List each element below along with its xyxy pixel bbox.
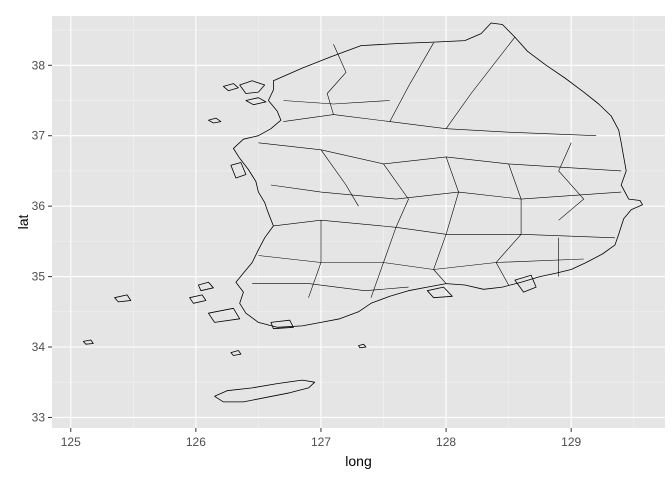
outline-geomun bbox=[358, 343, 367, 349]
region-boundary bbox=[273, 219, 616, 239]
outline-anmyeon bbox=[230, 162, 247, 179]
region-boundary bbox=[433, 234, 447, 284]
x-tick-label: 128 bbox=[436, 435, 456, 449]
y-axis-title: lat bbox=[15, 215, 31, 230]
outline-mainland bbox=[232, 22, 643, 328]
outline-deokjeok bbox=[207, 117, 222, 124]
y-tick-label: 38 bbox=[32, 58, 46, 72]
region-boundary bbox=[389, 42, 434, 122]
region-boundary bbox=[445, 156, 459, 235]
y-tick-label: 34 bbox=[32, 340, 46, 354]
region-boundary bbox=[558, 142, 585, 221]
region-boundary bbox=[495, 234, 522, 286]
y-axis-ticks: 33 34 35 36 37 38 bbox=[32, 58, 52, 424]
x-tick-label: 127 bbox=[311, 435, 331, 449]
outline-gageo bbox=[82, 339, 94, 345]
region-boundary bbox=[383, 163, 409, 228]
outline-jindo bbox=[207, 307, 241, 323]
outline-geoje bbox=[514, 274, 537, 293]
region-boundary bbox=[258, 255, 584, 270]
y-tick-label: 35 bbox=[32, 270, 46, 284]
region-boundary bbox=[320, 149, 359, 207]
map-outlines bbox=[82, 22, 643, 403]
outline-ganghwa bbox=[239, 80, 266, 94]
outline-chuja bbox=[230, 350, 242, 356]
x-axis-ticks: 125 126 127 128 129 bbox=[61, 428, 582, 449]
region-boundary bbox=[270, 184, 622, 200]
region-boundary bbox=[508, 163, 522, 235]
outline-ganghwa-west bbox=[222, 83, 239, 92]
minor-gridlines bbox=[52, 16, 665, 428]
outline-sinan-2 bbox=[197, 281, 214, 292]
plot-panel bbox=[52, 16, 665, 428]
outline-namhae bbox=[426, 286, 453, 299]
outline-sinan-1 bbox=[189, 294, 207, 304]
x-tick-label: 126 bbox=[186, 435, 206, 449]
outline-yeongjong bbox=[245, 97, 267, 106]
region-boundary bbox=[252, 283, 409, 292]
x-tick-label: 129 bbox=[561, 435, 581, 449]
outline-wando bbox=[270, 319, 294, 330]
y-tick-label: 36 bbox=[32, 199, 46, 213]
outline-heuksan bbox=[114, 294, 132, 303]
y-tick-label: 37 bbox=[32, 129, 46, 143]
region-boundary bbox=[370, 227, 397, 298]
x-axis-title: long bbox=[345, 453, 371, 469]
region-boundary bbox=[283, 100, 390, 105]
y-tick-label: 33 bbox=[32, 410, 46, 424]
outline-jeju bbox=[214, 379, 316, 403]
x-tick-label: 125 bbox=[61, 435, 81, 449]
region-boundary bbox=[445, 36, 516, 129]
region-boundary bbox=[308, 220, 322, 298]
region-boundary bbox=[283, 114, 597, 136]
region-boundary bbox=[258, 142, 622, 172]
